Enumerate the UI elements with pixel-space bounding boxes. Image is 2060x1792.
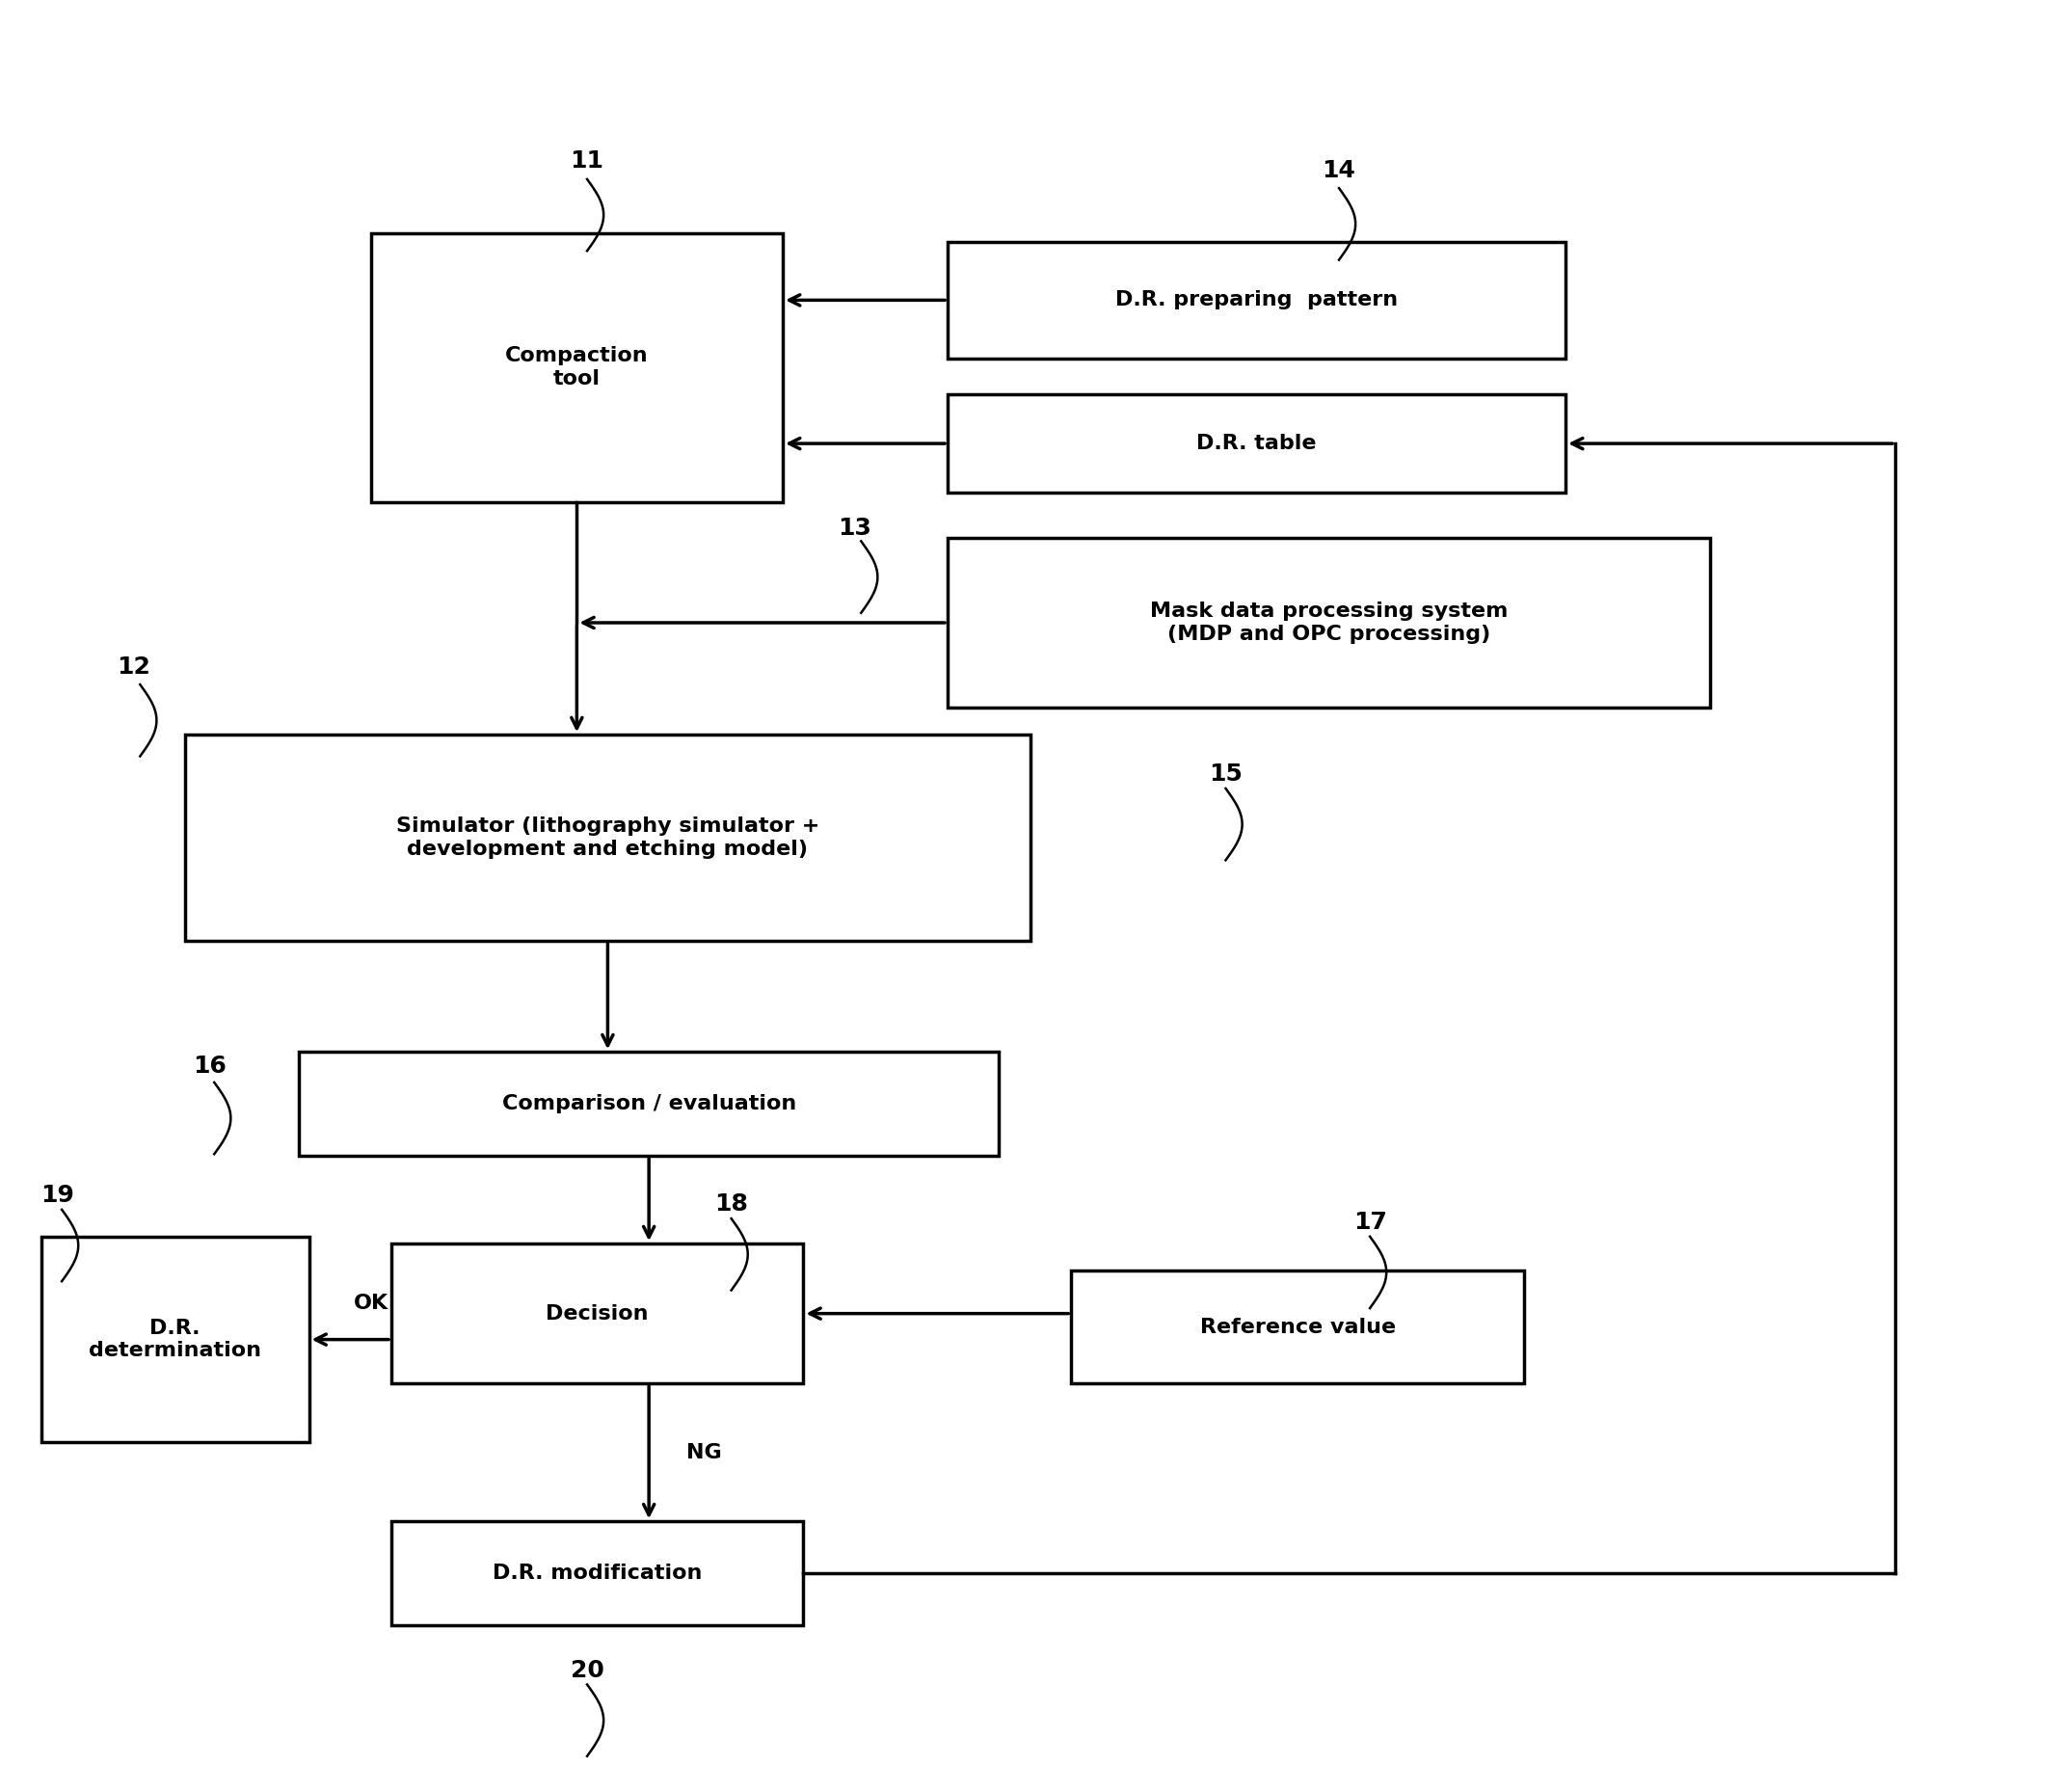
Text: 11: 11 bbox=[571, 151, 604, 172]
FancyBboxPatch shape bbox=[299, 1052, 999, 1156]
Text: 20: 20 bbox=[571, 1659, 604, 1681]
Text: Compaction
tool: Compaction tool bbox=[505, 346, 649, 389]
Text: 14: 14 bbox=[1323, 159, 1355, 181]
Text: Simulator (lithography simulator +
development and etching model): Simulator (lithography simulator + devel… bbox=[396, 817, 820, 858]
FancyBboxPatch shape bbox=[185, 735, 1030, 941]
FancyBboxPatch shape bbox=[948, 242, 1566, 358]
FancyBboxPatch shape bbox=[1071, 1271, 1524, 1383]
Text: Decision: Decision bbox=[546, 1305, 649, 1322]
Text: D.R. preparing  pattern: D.R. preparing pattern bbox=[1114, 290, 1399, 310]
Text: Reference value: Reference value bbox=[1199, 1317, 1397, 1337]
FancyBboxPatch shape bbox=[41, 1236, 309, 1443]
Text: 19: 19 bbox=[41, 1185, 74, 1206]
FancyBboxPatch shape bbox=[391, 1244, 803, 1383]
FancyBboxPatch shape bbox=[948, 394, 1566, 493]
FancyBboxPatch shape bbox=[948, 538, 1710, 708]
Text: Comparison / evaluation: Comparison / evaluation bbox=[503, 1095, 795, 1113]
Text: OK: OK bbox=[354, 1294, 387, 1312]
FancyBboxPatch shape bbox=[371, 233, 783, 502]
Text: 17: 17 bbox=[1353, 1211, 1386, 1233]
Text: 15: 15 bbox=[1209, 763, 1242, 785]
Text: 16: 16 bbox=[194, 1055, 227, 1077]
Text: 13: 13 bbox=[838, 518, 871, 539]
Text: 12: 12 bbox=[117, 656, 150, 677]
Text: NG: NG bbox=[686, 1443, 721, 1462]
Text: D.R.
determination: D.R. determination bbox=[89, 1319, 262, 1360]
Text: Mask data processing system
(MDP and OPC processing): Mask data processing system (MDP and OPC… bbox=[1149, 602, 1508, 643]
Text: 18: 18 bbox=[715, 1193, 748, 1215]
FancyBboxPatch shape bbox=[391, 1521, 803, 1625]
Text: D.R. table: D.R. table bbox=[1197, 434, 1316, 453]
Text: D.R. modification: D.R. modification bbox=[492, 1564, 702, 1582]
